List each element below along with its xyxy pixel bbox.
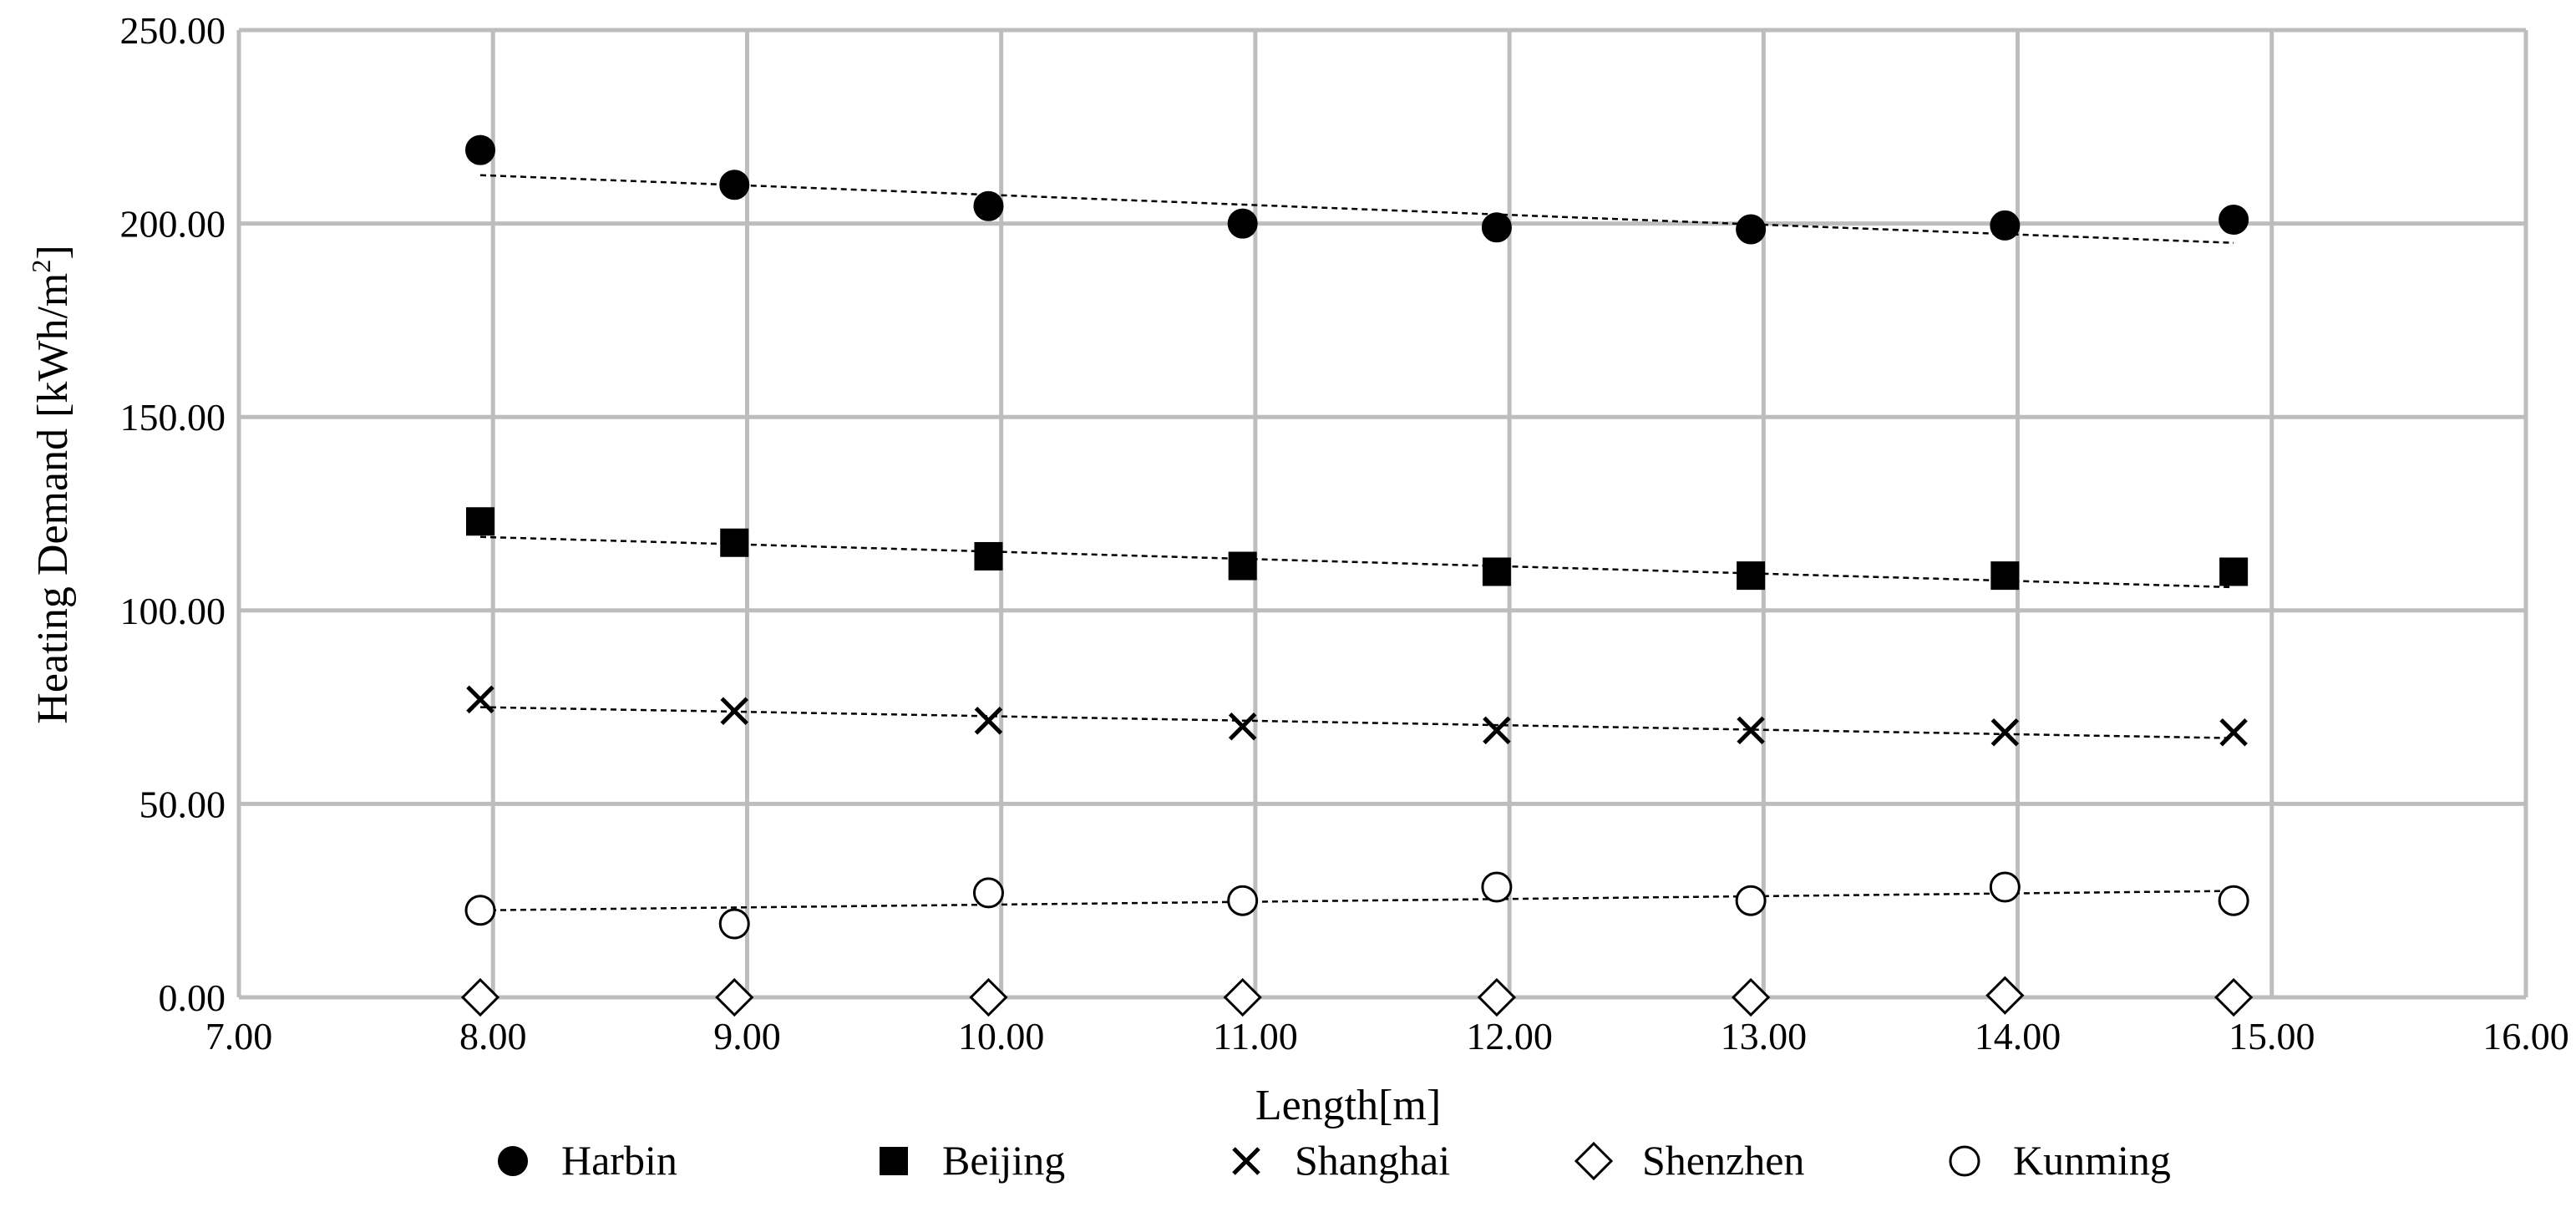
data-point-kunming	[464, 895, 496, 926]
data-point-beijing	[1228, 551, 1257, 581]
data-point-harbin	[719, 170, 750, 200]
x-tick-label: 15.00	[2229, 1015, 2315, 1057]
y-axis-title: Heating Demand [kWh/m2]	[26, 245, 77, 723]
legend-label-shenzhen: Shenzhen	[1642, 1137, 1804, 1184]
legend-marker-kunming	[1949, 1145, 1980, 1177]
data-point-beijing	[720, 528, 749, 557]
data-point-kunming	[1227, 885, 1259, 916]
y-tick-label: 50.00	[139, 783, 226, 825]
legend-item-kunming: Kunming	[1949, 1137, 2171, 1184]
data-point-kunming	[1481, 871, 1513, 903]
data-point-beijing	[466, 507, 495, 536]
data-point-kunming	[1735, 885, 1767, 916]
trendline-beijing	[479, 535, 2234, 589]
data-point-shanghai	[2219, 718, 2248, 747]
data-point-shenzhen	[1732, 977, 1771, 1017]
data-point-shenzhen	[2214, 977, 2254, 1017]
data-point-harbin	[973, 190, 1004, 221]
data-point-kunming	[2218, 885, 2249, 916]
data-point-harbin	[465, 134, 496, 165]
trendlines	[479, 174, 2234, 912]
legend-item-harbin: Harbin	[498, 1137, 677, 1184]
x-tick-label: 8.00	[459, 1015, 527, 1057]
legend-marker-shenzhen	[1574, 1141, 1614, 1181]
data-point-shenzhen	[1477, 977, 1517, 1017]
x-axis-title: Length[m]	[1255, 1082, 1441, 1129]
x-tick-label: 13.00	[1721, 1015, 1808, 1057]
data-point-harbin	[1736, 214, 1767, 245]
data-point-beijing	[1482, 557, 1511, 586]
data-points	[460, 134, 2254, 1017]
data-point-kunming	[1989, 871, 2021, 903]
x-tick-label: 14.00	[1975, 1015, 2061, 1057]
trendline-harbin	[479, 174, 2234, 245]
legend-item-beijing: Beijing	[880, 1137, 1065, 1184]
data-point-kunming	[718, 908, 750, 940]
x-tick-label: 11.00	[1213, 1015, 1298, 1057]
data-point-shanghai	[466, 685, 494, 714]
legend-marker-beijing	[880, 1147, 908, 1175]
data-point-beijing	[2219, 557, 2249, 586]
legend-label-shanghai: Shanghai	[1295, 1137, 1450, 1184]
x-tick-label: 9.00	[713, 1015, 781, 1057]
data-point-harbin	[1990, 210, 2021, 241]
y-tick-label: 150.00	[120, 396, 226, 439]
data-point-shenzhen	[969, 977, 1008, 1017]
data-point-harbin	[2219, 204, 2249, 235]
x-tick-label: 7.00	[205, 1015, 273, 1057]
data-point-beijing	[1737, 561, 1766, 591]
data-point-shanghai	[1990, 718, 2020, 747]
legend-label-beijing: Beijing	[942, 1137, 1065, 1184]
grid	[236, 28, 2528, 1000]
legend-label-harbin: Harbin	[561, 1137, 677, 1184]
legend-label-kunming: Kunming	[2013, 1137, 2171, 1184]
y-axis-title-superscript: 2	[26, 260, 56, 273]
data-point-shanghai	[1228, 712, 1257, 741]
data-point-shenzhen	[1985, 976, 2025, 1015]
data-point-kunming	[972, 877, 1004, 909]
data-point-shenzhen	[1223, 977, 1262, 1017]
tick-labels: 7.00 8.00 9.00 10.00 11.00 12.00 13.00 14.00 15.…	[120, 9, 2569, 1057]
y-tick-label: 250.00	[120, 9, 226, 52]
data-point-shenzhen	[715, 977, 754, 1017]
legend-marker-harbin	[498, 1146, 528, 1176]
x-tick-label: 12.00	[1466, 1015, 1553, 1057]
legend-item-shanghai: Shanghai	[1232, 1137, 1450, 1184]
y-axis-title-main: Heating Demand [kWh/m	[29, 273, 77, 724]
y-axis-title-close: ]	[29, 245, 77, 259]
legend-item-shenzhen: Shenzhen	[1574, 1137, 1804, 1184]
legend: Harbin Beijing Shanghai Shenzhen Kunming	[498, 1137, 2171, 1184]
data-point-shanghai	[720, 697, 749, 725]
trendline-shanghai	[479, 706, 2234, 739]
data-point-shanghai	[1737, 716, 1765, 745]
y-tick-label: 0.00	[159, 976, 226, 1019]
data-point-beijing	[974, 541, 1003, 571]
y-tick-label: 100.00	[120, 590, 226, 632]
data-point-shenzhen	[460, 977, 500, 1017]
x-tick-label: 16.00	[2482, 1015, 2569, 1057]
x-tick-label: 10.00	[958, 1015, 1045, 1057]
data-point-harbin	[1227, 208, 1258, 239]
data-point-harbin	[1481, 212, 1512, 243]
data-point-shanghai	[1483, 716, 1511, 745]
trendline-kunming	[479, 890, 2234, 912]
data-point-beijing	[1990, 561, 2020, 591]
data-point-shanghai	[974, 707, 1003, 735]
y-tick-label: 200.00	[120, 203, 226, 246]
legend-marker-shanghai	[1232, 1147, 1260, 1175]
